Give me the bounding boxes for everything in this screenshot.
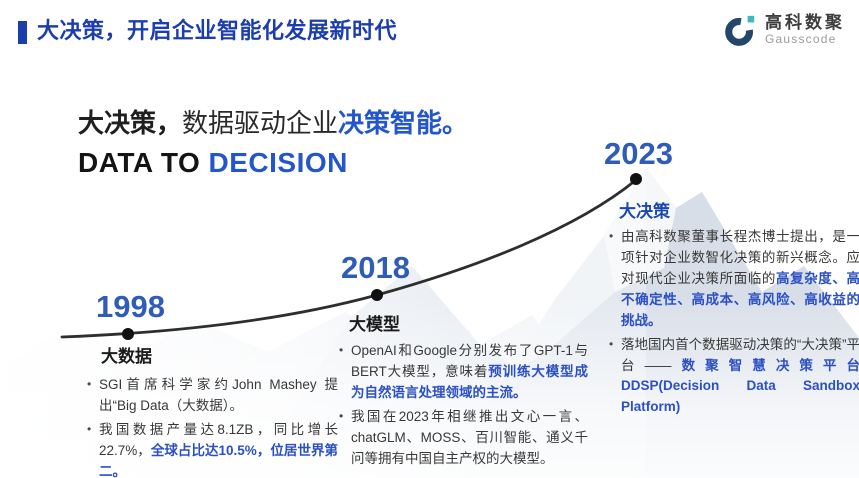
headline-cn-bold: 大决策， [78,108,183,138]
bullet-item: 我国数据产量达8.1ZB，同比增长22.7%，全球占比达10.5%，位居世界第二… [86,420,338,478]
bullet-item: 我国在2023年相继推出文心一言、chatGLM、MOSS、百川智能、通义千问等… [338,407,588,470]
bullet-highlight: 全球占比达10.5%，位居世界第二。 [99,442,339,478]
headline-cn: 大决策，数据驱动企业决策智能。 [78,103,468,140]
milestone-heading-bigmodel: 大模型 [349,315,400,334]
milestone-heading-bigdecision: 大决策 [619,202,670,221]
bullet-text: SGI首席科学家约John Mashey 提出“Big Data（大数据）。 [99,377,338,413]
logo-name-en: Gausscode [765,31,837,46]
bullet-text: 由高科数聚董事长程杰博士提出，是一项针对企业数智化决策的新兴概念。应对现代企业决… [621,229,859,286]
headline-en-dark: DATA TO [78,147,209,178]
page-title: 大决策，开启企业智能化发展新时代 [37,18,398,43]
year-label-2023: 2023 [604,136,673,171]
headline-cn-accent: 决策智能。 [338,108,469,138]
headline-en-accent: DECISION [208,147,348,178]
bullet-text: 我国在2023年相继推出文心一言、chatGLM、MOSS、百川智能、通义千问等… [351,408,588,466]
logo-text: 高科数聚 Gausscode [765,13,845,46]
bullet-highlight: 数聚智慧决策平台DDSP(Decision Data Sandbox Platf… [621,357,859,415]
bullet-item: 由高科数聚董事长程杰博士提出，是一项针对企业数智化决策的新兴概念。应对现代企业决… [608,227,859,332]
year-label-2018: 2018 [341,250,410,285]
timeline-point-2023 [630,173,642,185]
logo: 高科数聚 Gausscode [724,13,845,47]
title-accent-bar [18,21,27,44]
headline-en: DATA TO DECISION [78,147,468,179]
bullet-item: SGI首席科学家约John Mashey 提出“Big Data（大数据）。 [86,375,338,417]
bullet-text: 我国数据产量达8.1ZB，同比增长22.7%， [99,421,338,458]
milestone-2018-bullets: OpenAI和Google分别发布了GPT-1与BERT大模型，意味着预训练大模… [338,341,588,473]
year-label-1998: 1998 [96,289,165,324]
gausscode-logo-icon [725,15,755,46]
milestone-2023-bullets: 由高科数聚董事长程杰博士提出，是一项针对企业数智化决策的新兴概念。应对现代企业决… [608,227,859,421]
bullet-text: 落地国内首个数据驱动决策的“大决策”平台—— [621,336,859,373]
milestone-1998-bullets: SGI首席科学家约John Mashey 提出“Big Data（大数据）。 我… [86,375,338,478]
bullet-item: OpenAI和Google分别发布了GPT-1与BERT大模型，意味着预训练大模… [338,341,588,404]
timeline-point-1998 [122,328,134,340]
bullet-highlight: 预训练大模型成为自然语言处理领域的主流。 [351,363,589,400]
milestone-heading-bigdata: 大数据 [101,347,152,366]
bullet-item: 落地国内首个数据驱动决策的“大决策”平台——数聚智慧决策平台DDSP(Decis… [608,335,859,419]
timeline-point-2018 [371,289,383,301]
bullet-text: OpenAI和Google分别发布了GPT-1与BERT大模型，意味着 [351,343,588,379]
headline-cn-regular: 数据驱动企业 [182,108,339,138]
headline: 大决策，数据驱动企业决策智能。 DATA TO DECISION [78,103,468,179]
logo-name-cn: 高科数聚 [765,13,845,33]
bullet-highlight: 高复杂度、高不确定性、高成本、高风险、高收益的挑战。 [621,270,859,328]
